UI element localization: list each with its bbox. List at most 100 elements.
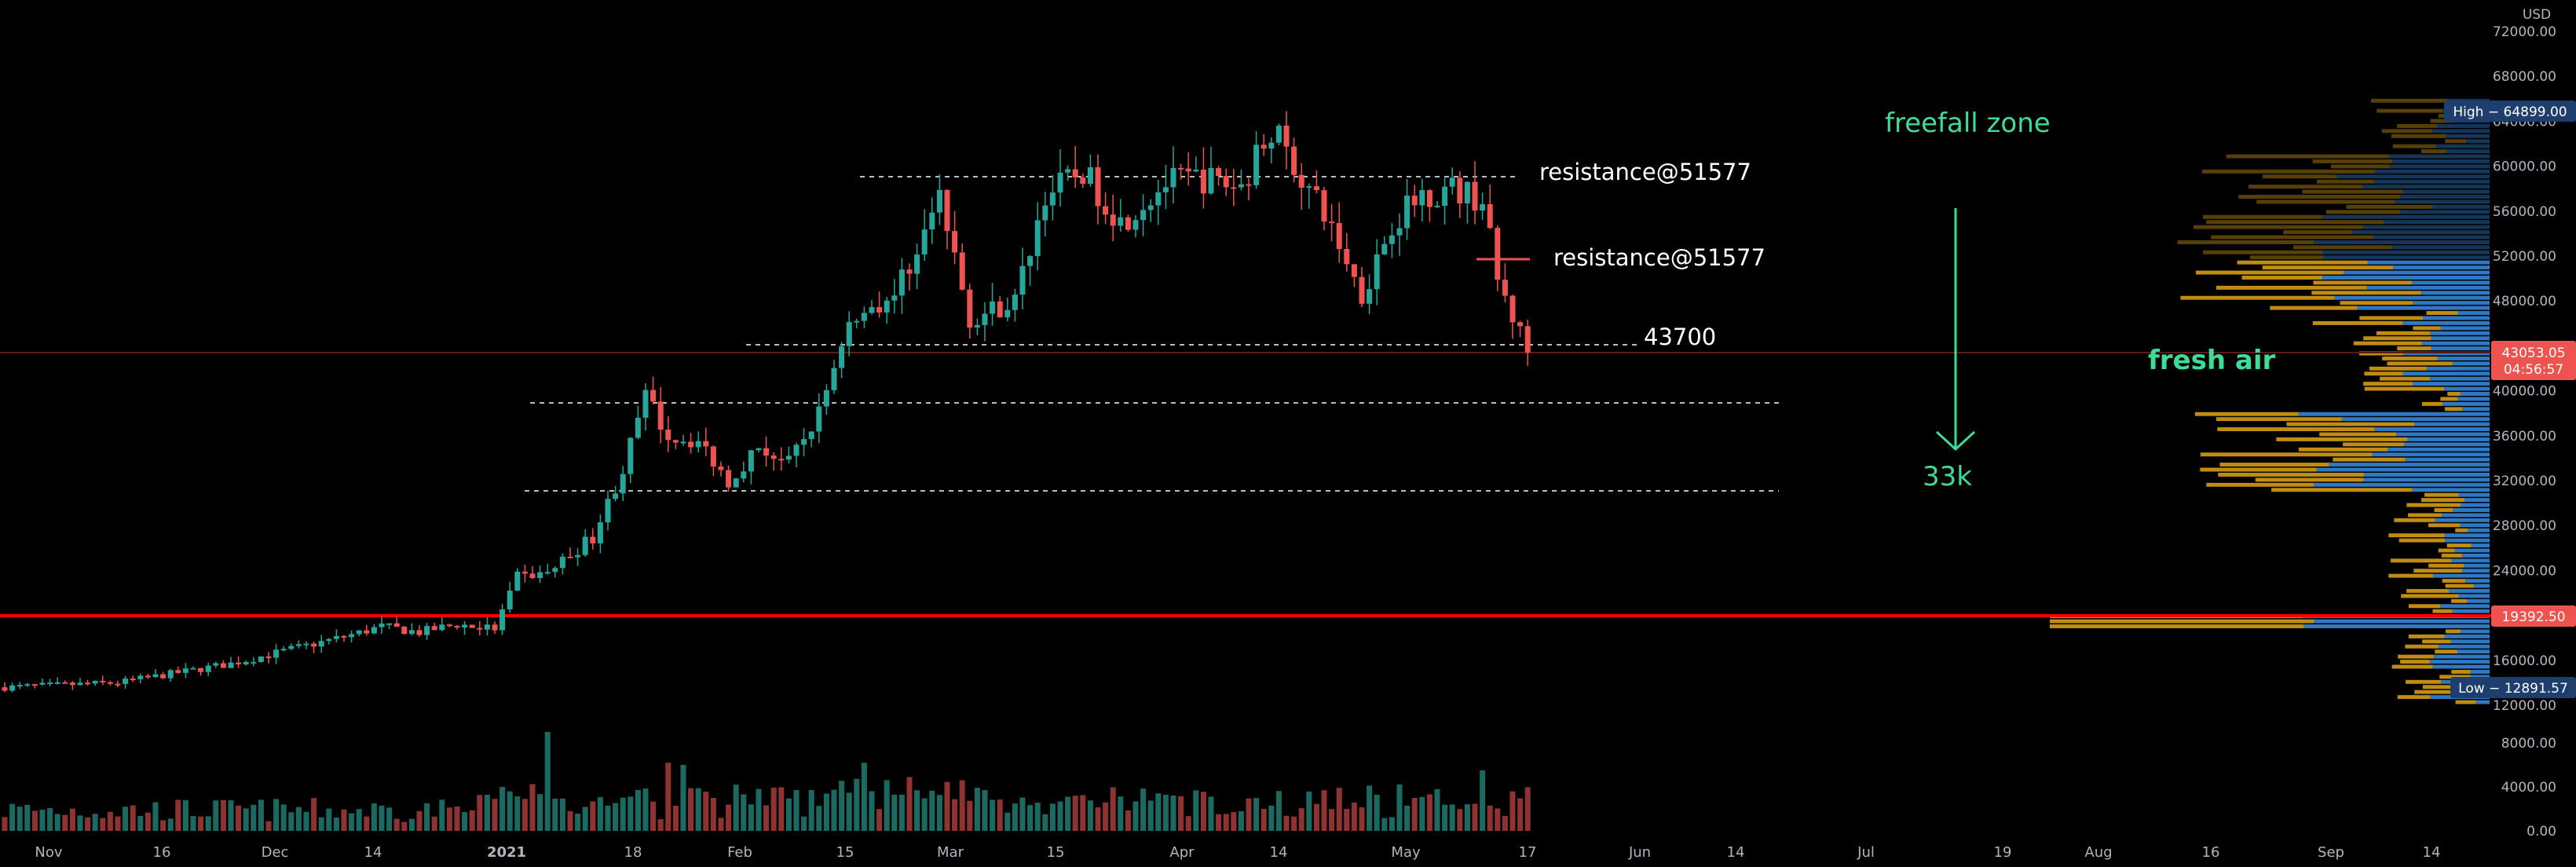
profile-up-bar — [2437, 123, 2490, 128]
candle-body — [1329, 221, 1335, 224]
annotation-fresh-air[interactable]: fresh air — [2148, 345, 2275, 376]
volume-bar — [182, 799, 188, 831]
candle-body — [559, 556, 565, 569]
profile-up-bar — [2396, 432, 2490, 437]
candle-body — [1472, 181, 1478, 211]
profile-down-bar — [2380, 376, 2431, 381]
profile-down-bar — [2217, 427, 2375, 432]
candle-body — [492, 624, 498, 631]
candle-body — [507, 591, 513, 609]
profile-down-bar — [2424, 492, 2459, 497]
candle-body — [1480, 203, 1486, 211]
profile-up-bar — [2430, 376, 2490, 381]
profile-up-bar — [2407, 437, 2490, 441]
profile-down-bar — [2394, 518, 2435, 522]
profile-down-bar — [2206, 220, 2384, 225]
candle-body — [393, 623, 400, 627]
profile-down-bar — [2325, 210, 2401, 214]
volume-bar — [620, 797, 626, 831]
profile-down-bar — [2397, 346, 2431, 351]
candle-body — [672, 440, 679, 443]
candle-body — [205, 665, 211, 672]
profile-down-bar — [2455, 700, 2476, 704]
profile-down-bar — [2426, 311, 2458, 316]
profile-down-bar — [2216, 285, 2367, 290]
candle-body — [2, 687, 8, 691]
volume-bar — [884, 780, 890, 831]
profile-down-bar — [2050, 624, 2304, 628]
candle-body — [1118, 217, 1124, 226]
volume-bar — [499, 787, 506, 831]
volume-bar — [1329, 809, 1335, 831]
volume-bar — [1185, 816, 1191, 831]
freefall-arrowhead — [1935, 430, 1976, 452]
candle-body — [379, 623, 385, 627]
volume-bar — [198, 816, 204, 831]
time-tick-label: 2021 — [487, 844, 526, 861]
profile-down-bar — [2238, 195, 2401, 199]
profile-up-bar — [2344, 270, 2490, 275]
candle-body — [1057, 172, 1063, 193]
volume-bar — [484, 794, 490, 831]
candle-body — [1253, 144, 1260, 185]
profile-up-bar — [2452, 361, 2490, 366]
candle-body — [1185, 168, 1191, 172]
annotation-resistance-top[interactable]: resistance@51577 — [1539, 159, 1751, 185]
volume-bar — [1087, 800, 1093, 831]
profile-down-bar — [2413, 326, 2441, 331]
annotation-33k[interactable]: 33k — [1923, 461, 1972, 492]
candle-body — [1193, 170, 1199, 172]
price-tick-label: 32000.00 — [2493, 474, 2556, 489]
volume-bar — [77, 815, 83, 831]
volume-bar — [967, 800, 973, 831]
profile-down-bar — [2203, 214, 2323, 219]
candle-body — [763, 448, 770, 456]
candle-body — [251, 661, 257, 664]
profile-up-bar — [2453, 508, 2490, 512]
volume-bar — [839, 781, 845, 831]
candle-body — [906, 269, 913, 274]
price-tick-label: 28000.00 — [2493, 518, 2556, 534]
volume-bar — [537, 794, 543, 831]
candle-body — [1004, 309, 1011, 318]
currency-label: USD — [2523, 7, 2551, 23]
profile-up-bar — [2314, 240, 2490, 244]
profile-up-bar — [2450, 639, 2490, 644]
candle-body — [265, 656, 272, 658]
price-tick-label: 68000.00 — [2493, 69, 2556, 85]
volume-bar — [62, 814, 68, 831]
volume-bar — [1049, 803, 1056, 831]
candle-body — [349, 634, 355, 638]
volume-bar — [424, 803, 430, 831]
profile-up-bar — [2316, 467, 2490, 472]
profile-up-bar — [2372, 452, 2490, 457]
volume-bar — [1118, 796, 1124, 831]
profile-up-bar — [2470, 675, 2490, 679]
volume-bar — [1367, 785, 1373, 831]
annotation-43700[interactable]: 43700 — [1644, 324, 1716, 350]
volume-bar — [854, 778, 860, 831]
time-tick-label: Sep — [2318, 844, 2344, 861]
volume-bar — [529, 784, 536, 831]
candle-body — [756, 448, 762, 451]
profile-down-bar — [2311, 291, 2421, 295]
candle-body — [386, 623, 393, 625]
candle-body — [318, 641, 324, 647]
profile-down-bar — [2249, 185, 2362, 189]
annotation-freefall-zone[interactable]: freefall zone — [1885, 108, 2051, 139]
profile-down-bar — [2177, 240, 2314, 244]
candle-body — [891, 295, 898, 301]
volume-bar — [959, 780, 965, 831]
profile-up-bar — [2400, 195, 2490, 199]
candle-body — [1231, 187, 1237, 189]
candle-body — [130, 679, 136, 681]
profile-down-bar — [2391, 134, 2446, 138]
profile-down-bar — [2271, 488, 2413, 492]
candle-body — [145, 675, 151, 678]
annotation-resistance-mid[interactable]: resistance@51577 — [1553, 244, 1766, 271]
candle-body — [1509, 295, 1516, 323]
profile-down-bar — [2364, 386, 2445, 391]
candle-body — [243, 661, 249, 664]
profile-down-bar — [2421, 149, 2447, 154]
